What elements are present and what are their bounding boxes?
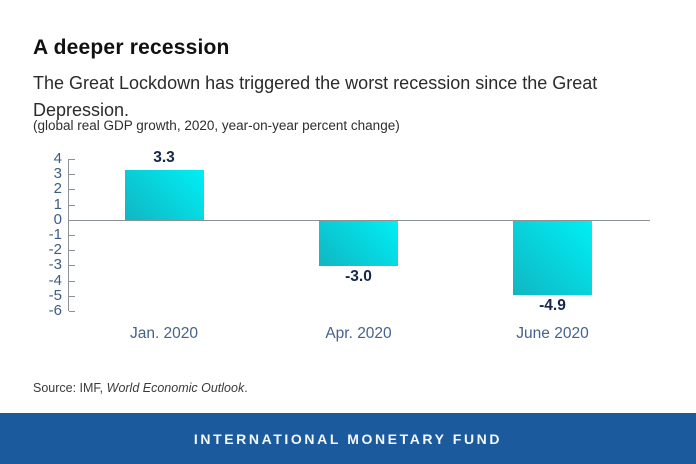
bar-apr-2020 bbox=[319, 220, 398, 267]
y-axis-tick-label: -1 bbox=[48, 226, 62, 243]
x-axis-category-label: June 2020 bbox=[516, 325, 589, 342]
y-axis-tick bbox=[69, 159, 75, 160]
y-axis-tick bbox=[69, 311, 75, 312]
zero-baseline bbox=[68, 219, 650, 221]
y-axis-tick-label: -5 bbox=[48, 286, 62, 304]
imf-footer-bar: INTERNATIONAL MONETARY FUND bbox=[0, 413, 696, 464]
y-axis-tick-label: 4 bbox=[53, 150, 62, 167]
chart-subtitle: The Great Lockdown has triggered the wor… bbox=[33, 73, 598, 120]
y-axis-tick bbox=[69, 204, 75, 206]
bar-chart: 4 3 2 1 0 -1 -2 -3 -4 -5 -6 3.3 Jan. 2020 -3.0 Apr. 20… bbox=[0, 148, 696, 357]
y-axis-tick bbox=[69, 265, 75, 267]
imf-brand-text: INTERNATIONAL MONETARY FUND bbox=[193, 430, 503, 447]
source-publication: World Economic Outlook bbox=[106, 380, 245, 395]
y-axis-tick bbox=[69, 295, 75, 297]
source-suffix: . bbox=[244, 380, 248, 395]
x-axis-category-label: Jan. 2020 bbox=[129, 325, 199, 342]
bar-value-label: -4.9 bbox=[539, 297, 566, 315]
chart-title: A deeper recession bbox=[33, 36, 230, 60]
y-axis-line bbox=[68, 159, 69, 311]
y-axis-tick bbox=[69, 235, 75, 236]
y-axis-tick bbox=[69, 250, 75, 252]
x-axis-category-label: Apr. 2020 bbox=[325, 325, 392, 342]
bar-jan-2020 bbox=[124, 169, 204, 220]
y-axis-tick-label: -3 bbox=[48, 256, 62, 274]
y-axis-tick-label: -6 bbox=[48, 302, 62, 319]
y-axis-tick-label: 0 bbox=[53, 210, 62, 228]
y-axis-tick-label: -2 bbox=[48, 241, 62, 259]
y-axis-tick bbox=[69, 174, 75, 176]
bar-value-label: -3.0 bbox=[345, 268, 372, 286]
y-axis-tick-label: 1 bbox=[53, 195, 62, 213]
bar-june-2020 bbox=[513, 220, 592, 296]
chart-caption: (global real GDP growth, 2020, year-on-y… bbox=[33, 117, 400, 133]
y-axis-tick bbox=[69, 189, 75, 191]
y-axis-tick-label: 3 bbox=[53, 165, 62, 183]
y-axis-tick-label: -4 bbox=[48, 271, 62, 289]
y-axis-tick-label: 2 bbox=[53, 180, 62, 198]
y-axis-tick bbox=[69, 280, 75, 282]
source-note: Source: IMF, World Economic Outlook. bbox=[33, 381, 248, 395]
source-prefix: Source: IMF, bbox=[33, 380, 107, 395]
bar-value-label: 3.3 bbox=[153, 148, 175, 166]
